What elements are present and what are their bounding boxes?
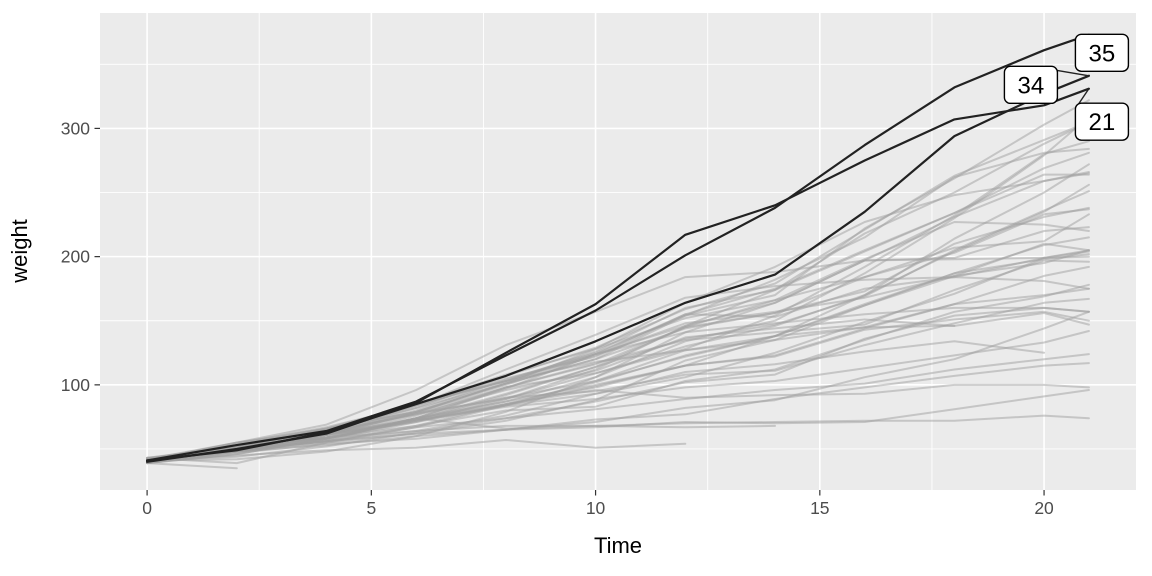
x-tick-label-5: 5 [366,498,376,518]
y-axis-title: weight [7,219,32,284]
end-label-box-35 [1074,33,1130,72]
series-line-20 [146,362,1090,462]
x-tick-label-10: 10 [586,498,606,518]
series-line-35 [146,33,1091,462]
series-line-34 [146,74,1091,462]
end-label-text-34: 34 [1018,72,1045,99]
y-tick-label-100: 100 [61,375,90,395]
end-label-text-21: 21 [1089,109,1116,136]
y-tick-label-300: 300 [61,118,90,138]
end-label-text-35: 35 [1089,40,1116,67]
end-label-box-34 [1003,65,1059,105]
x-axis-title: Time [594,533,642,558]
series-line-30 [146,310,1090,461]
series-line-10 [146,353,1090,462]
x-tick-label-15: 15 [810,498,829,518]
end-label-box-21 [1074,102,1130,141]
plot-panel [100,13,1136,490]
y-tick-label-200: 200 [61,247,90,267]
series-line-43 [146,255,1090,461]
series-line-18 [146,462,238,470]
end-label-leader-34 [1056,69,1090,77]
x-tick-label-20: 20 [1034,498,1054,518]
series-line-16 [146,439,687,462]
series-line-37 [146,283,1090,462]
x-tick-label-0: 0 [142,498,152,518]
series-line-50 [146,173,1090,462]
series-line-47 [146,242,1090,462]
series-line-19 [146,310,1090,459]
